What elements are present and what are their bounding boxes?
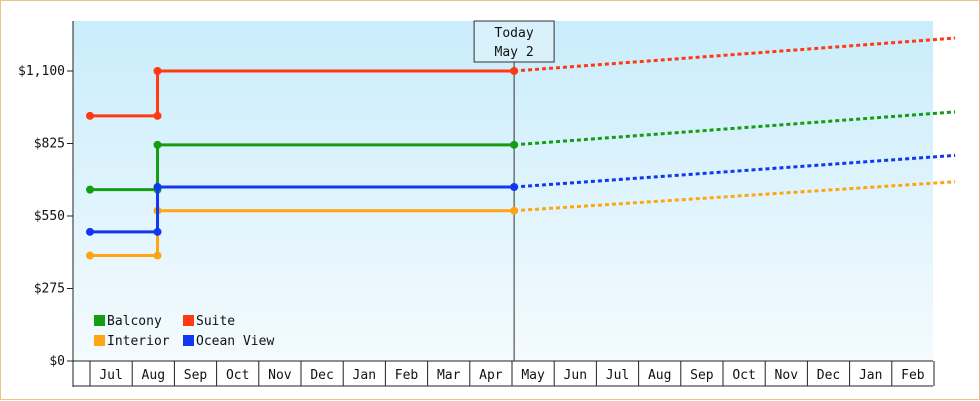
x-tick-label: May bbox=[521, 368, 545, 383]
series-line-ocean-view bbox=[90, 185, 515, 234]
data-point-ocean-view bbox=[153, 227, 162, 236]
x-tick-label: Feb bbox=[901, 368, 925, 383]
x-tick-label: Jun bbox=[564, 368, 587, 383]
legend-label-ocean-view: Ocean View bbox=[196, 334, 274, 349]
x-tick-label: Aug bbox=[648, 368, 671, 383]
data-point-suite bbox=[510, 67, 519, 75]
x-tick-label: Nov bbox=[775, 368, 799, 383]
data-point-ocean-view bbox=[86, 227, 94, 236]
plot-area bbox=[73, 21, 933, 361]
legend-swatch-ocean-view bbox=[183, 335, 194, 346]
x-tick-label: Mar bbox=[437, 368, 461, 383]
series-projection-interior bbox=[514, 180, 956, 213]
data-point-balcony bbox=[510, 140, 519, 149]
x-tick-label: Feb bbox=[395, 368, 419, 383]
y-tick-label: $0 bbox=[49, 354, 65, 369]
data-point-suite bbox=[153, 67, 162, 75]
y-tick-label: $550 bbox=[34, 209, 65, 224]
x-tick-label: Jan bbox=[353, 368, 376, 383]
y-tick-label: $825 bbox=[34, 137, 65, 152]
data-point-interior bbox=[153, 251, 162, 260]
x-tick-label: Apr bbox=[479, 368, 503, 383]
legend-label-suite: Suite bbox=[196, 314, 235, 329]
data-point-ocean-view bbox=[510, 183, 519, 191]
x-tick-label: Oct bbox=[226, 368, 249, 383]
data-point-interior bbox=[86, 251, 94, 260]
legend-swatch-suite bbox=[183, 315, 194, 326]
data-point-balcony bbox=[153, 140, 162, 149]
x-tick-label: Jul bbox=[99, 368, 122, 383]
series-line-balcony bbox=[90, 143, 515, 192]
series-projection-suite bbox=[513, 36, 956, 73]
series-line-suite bbox=[90, 69, 515, 118]
x-tick-label: Aug bbox=[142, 368, 165, 383]
data-point-ocean-view bbox=[153, 183, 162, 191]
x-tick-label: Oct bbox=[732, 368, 755, 383]
data-point-suite bbox=[153, 111, 162, 120]
x-tick-label: Dec bbox=[310, 368, 333, 383]
legend-swatch-balcony bbox=[94, 315, 105, 326]
legend-label-balcony: Balcony bbox=[107, 314, 162, 329]
x-tick-label: Jan bbox=[859, 368, 882, 383]
legend-label-interior: Interior bbox=[107, 334, 170, 349]
series-projection-ocean-view bbox=[514, 153, 956, 189]
y-tick-label: $1,100 bbox=[18, 64, 65, 79]
y-tick-label: $275 bbox=[34, 282, 65, 297]
data-point-suite bbox=[86, 111, 94, 120]
today-date: May 2 bbox=[495, 45, 534, 60]
x-tick-label: Dec bbox=[817, 368, 840, 383]
series-projection-balcony bbox=[513, 110, 956, 147]
x-tick-label: Nov bbox=[268, 368, 292, 383]
legend-swatch-interior bbox=[94, 335, 105, 346]
data-point-interior bbox=[510, 206, 519, 215]
data-point-balcony bbox=[86, 185, 94, 194]
today-box bbox=[473, 20, 555, 63]
x-tick-label: Sep bbox=[184, 368, 208, 383]
today-label: Today bbox=[495, 26, 534, 41]
x-tick-label: Jul bbox=[606, 368, 629, 383]
x-tick-label: Sep bbox=[690, 368, 714, 383]
